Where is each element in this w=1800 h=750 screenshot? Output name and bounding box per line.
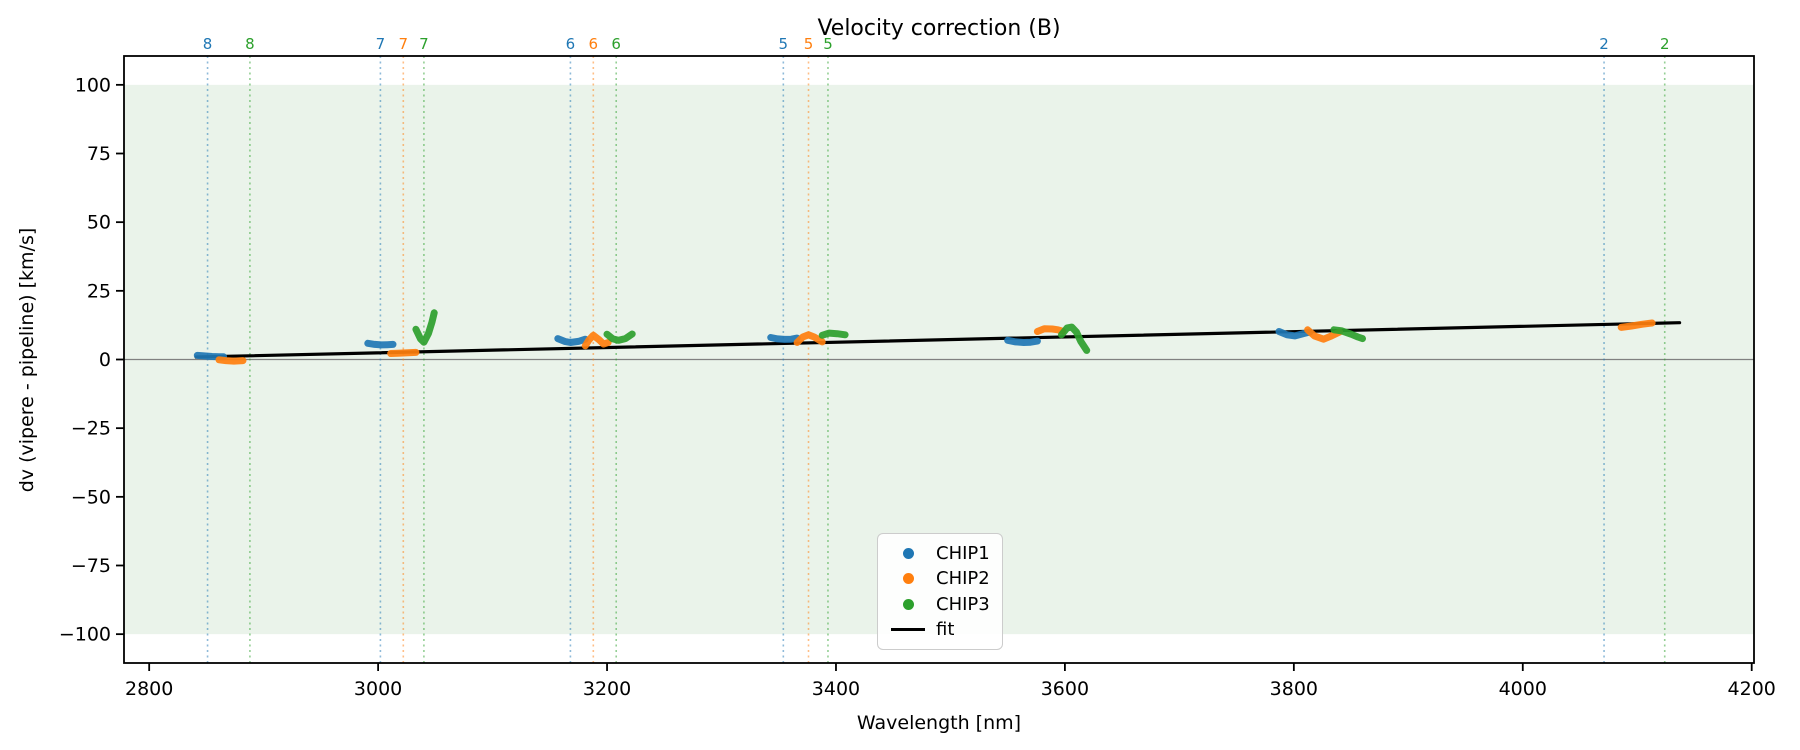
line-marker xyxy=(891,627,925,631)
order-marker-label: 8 xyxy=(203,35,213,53)
x-tick-label: 2800 xyxy=(125,678,173,700)
order-marker-label: 5 xyxy=(804,35,814,53)
dot-marker xyxy=(902,573,914,585)
legend-dot-icon xyxy=(888,548,928,559)
order-marker-label: 2 xyxy=(1660,35,1670,53)
y-tick-label: −25 xyxy=(71,418,111,440)
legend: CHIP1 CHIP2 CHIP3 fit xyxy=(877,533,1003,650)
legend-label: fit xyxy=(936,618,955,640)
y-tick-label: −100 xyxy=(59,624,111,646)
legend-entry-fit: fit xyxy=(888,617,994,642)
chart-title: Velocity correction (B) xyxy=(817,16,1061,41)
legend-entry-chip3: CHIP3 xyxy=(888,592,994,617)
x-tick-label: 3600 xyxy=(1041,678,1089,700)
series-chip3-segment xyxy=(818,329,849,339)
order-marker-label: 5 xyxy=(823,35,833,53)
dot-marker xyxy=(902,598,914,610)
y-tick-label: 50 xyxy=(87,212,111,234)
y-axis-label: dv (vipere - pipeline) [km/s] xyxy=(16,227,38,493)
y-tick-label: 0 xyxy=(99,349,111,371)
y-tick-label: 25 xyxy=(87,280,111,302)
series-chip2-segment xyxy=(1617,319,1656,331)
legend-entry-chip2: CHIP2 xyxy=(888,566,994,591)
series-chip1-segment xyxy=(1004,336,1041,346)
order-marker-label: 7 xyxy=(399,35,409,53)
series-chip3-segment xyxy=(1058,323,1091,354)
series-chip3-segment xyxy=(1330,326,1366,343)
legend-line-icon xyxy=(888,627,928,631)
series-chip1-segment xyxy=(364,339,397,349)
legend-dot-icon xyxy=(888,573,928,585)
x-tick-label: 3000 xyxy=(354,678,402,700)
order-marker-label: 2 xyxy=(1599,35,1609,53)
order-marker-label: 7 xyxy=(419,35,429,53)
legend-label: CHIP1 xyxy=(936,543,990,564)
fit-line xyxy=(194,321,1682,359)
dot-marker xyxy=(902,548,914,559)
legend-label: CHIP3 xyxy=(936,593,990,615)
series-chip2-segment xyxy=(215,356,247,365)
series-chip3-segment xyxy=(412,309,438,346)
legend-dot-icon xyxy=(888,598,928,610)
series-chip2-segment xyxy=(1304,326,1344,343)
x-tick-label: 3400 xyxy=(812,678,860,700)
y-tick-label: 75 xyxy=(87,143,111,165)
x-axis-label: Wavelength [nm] xyxy=(856,712,1022,734)
order-marker-label: 6 xyxy=(611,35,621,53)
x-tick-label: 3200 xyxy=(583,678,631,700)
series-chip1-segment xyxy=(554,335,589,346)
order-marker-label: 7 xyxy=(376,35,386,53)
legend-entry-chip1: CHIP1 xyxy=(888,541,994,566)
series-chip3-segment xyxy=(603,330,636,344)
series-chip2-segment xyxy=(1033,325,1067,335)
order-marker-label: 6 xyxy=(566,35,576,53)
x-tick-label: 4200 xyxy=(1728,678,1776,700)
y-tick-label: −50 xyxy=(71,486,111,508)
x-tick-label: 4000 xyxy=(1499,678,1547,700)
series-chip1-segment xyxy=(1275,328,1314,340)
order-marker-label: 8 xyxy=(245,35,255,53)
y-tick-label: −75 xyxy=(71,555,111,577)
order-marker-label: 5 xyxy=(779,35,789,53)
x-tick-label: 3800 xyxy=(1270,678,1318,700)
series-chip1-segment xyxy=(767,334,801,343)
legend-label: CHIP2 xyxy=(936,568,990,590)
series-chip2-segment xyxy=(581,331,612,350)
series-chip2-segment xyxy=(793,331,826,346)
y-tick-label: 100 xyxy=(75,74,111,96)
order-marker-label: 6 xyxy=(589,35,599,53)
series-chip2-segment xyxy=(387,348,420,357)
